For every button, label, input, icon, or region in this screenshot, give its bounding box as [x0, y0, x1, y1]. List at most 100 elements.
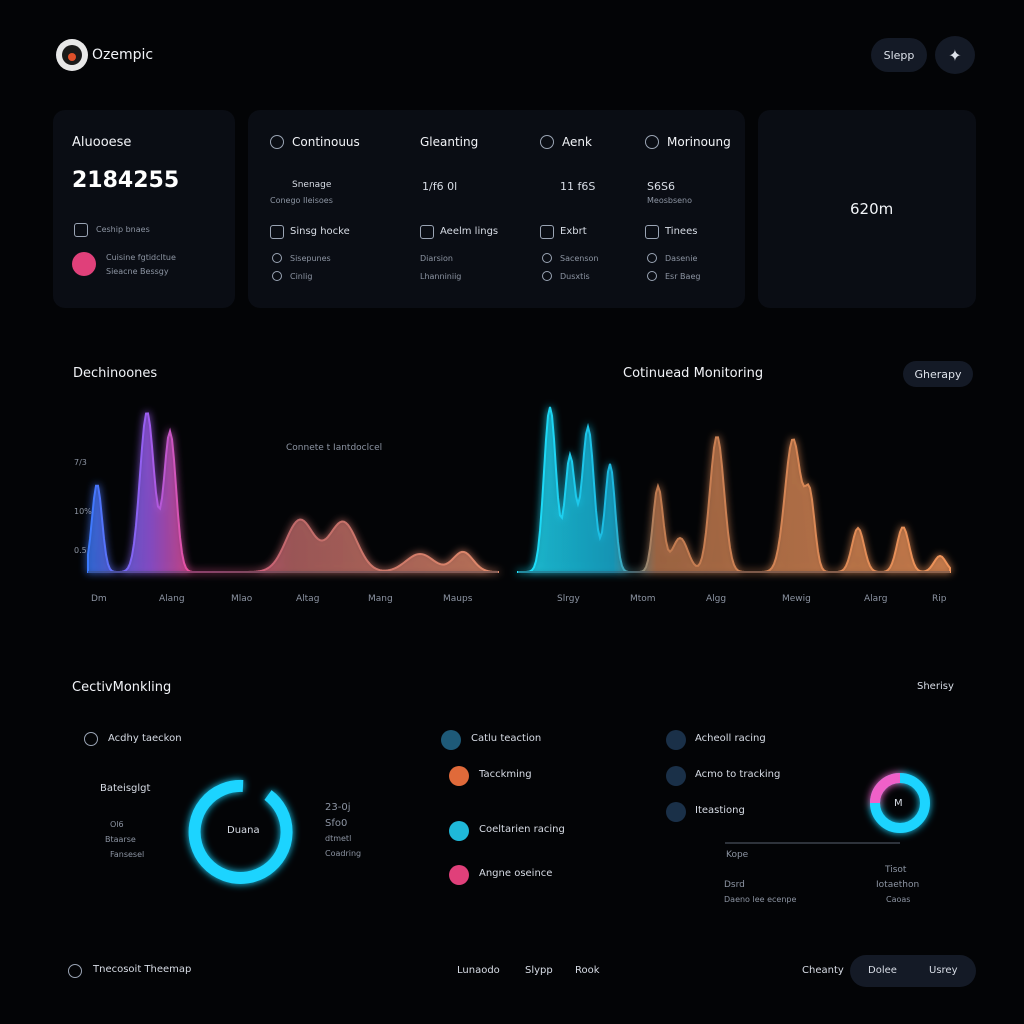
- footer-link[interactable]: Cheanty: [802, 965, 844, 976]
- x-label: Slrgy: [557, 594, 580, 604]
- footer-link[interactable]: Lunaodo: [457, 965, 500, 976]
- activity-stat: Ol6: [110, 820, 124, 829]
- tracking-item: Acheoll racing: [695, 733, 766, 744]
- summary-item: Cuisine fgtidcltue: [106, 253, 176, 262]
- footer-pill: [850, 955, 976, 987]
- x-label: Altag: [296, 594, 320, 604]
- icon: [272, 271, 282, 281]
- activity-stat: dtmetl: [325, 834, 352, 843]
- activity-title: CectivMonkling: [72, 680, 172, 695]
- icon: [441, 730, 461, 750]
- gauge-card: [758, 110, 976, 308]
- wave-left: [87, 412, 499, 573]
- summary-item: Ceship bnaes: [96, 225, 150, 234]
- icon: [270, 135, 284, 149]
- icon: [74, 223, 88, 237]
- icon: [666, 802, 686, 822]
- y-label: 0.5: [74, 546, 87, 555]
- x-label: Maups: [443, 594, 473, 604]
- tracking-item: Acmo to tracking: [695, 769, 781, 780]
- icon: [270, 225, 284, 239]
- icon: [542, 271, 552, 281]
- footer-link[interactable]: Usrey: [929, 965, 958, 976]
- activity-stat: Coadring: [325, 849, 362, 858]
- tracking-item: Catlu teaction: [471, 733, 542, 744]
- metric-sub: Esr Baeg: [665, 272, 701, 281]
- summary-value: 2184255: [72, 168, 180, 193]
- metrics-card: [248, 110, 745, 308]
- icon: [542, 253, 552, 263]
- brand: Ozempic: [92, 47, 154, 63]
- metric-value: 11 f6S: [560, 180, 596, 193]
- metric-row: Sinsg hocke: [290, 226, 350, 237]
- x-label: Mewig: [782, 594, 811, 604]
- tracking-item: Iteastiong: [695, 805, 745, 816]
- activity-stat: Daeno lee ecenpe: [724, 895, 797, 904]
- activity-stat: Sfo0: [325, 818, 348, 829]
- summary-item: Sieacne Bessgy: [106, 267, 169, 276]
- icon: [272, 253, 282, 263]
- x-label: Mang: [368, 594, 393, 604]
- tracking-item: Tacckming: [479, 769, 532, 780]
- x-label: Algg: [706, 594, 727, 604]
- icon: [84, 732, 98, 746]
- activity-stat: Iotaethon: [876, 880, 920, 890]
- icon: [540, 225, 554, 239]
- chart-title: Dechinoones: [73, 366, 158, 381]
- activity-stat: Kope: [726, 850, 749, 860]
- icon: [645, 135, 659, 149]
- x-label: Dm: [91, 594, 107, 604]
- x-label: Alang: [159, 594, 185, 604]
- metric-sub: Cinlig: [290, 272, 313, 281]
- tracking-item: Angne oseince: [479, 868, 553, 879]
- metric-sub: Meosbseno: [647, 196, 693, 205]
- icon: [666, 766, 686, 786]
- footer-link[interactable]: Rook: [575, 965, 600, 976]
- metric-title: Continouus: [292, 135, 360, 149]
- activity-stat: Btaarse: [105, 835, 136, 844]
- metric-row: Tinees: [665, 226, 698, 237]
- chart-button[interactable]: Gherapy: [903, 361, 973, 387]
- icon: [647, 271, 657, 281]
- activity-link[interactable]: Sherisy: [917, 681, 954, 692]
- activity-stat: Tisot: [885, 865, 907, 875]
- metric-value: 1/f6 0l: [422, 180, 458, 193]
- activity-stat: 23-0j: [325, 802, 351, 813]
- icon: [540, 135, 554, 149]
- metric-row: Aeelm lings: [440, 226, 499, 237]
- metric-title: Morinoung: [667, 135, 731, 149]
- icon: [68, 964, 82, 978]
- footer-link[interactable]: Slypp: [525, 965, 553, 976]
- wave-right: [517, 406, 951, 573]
- x-label: Rip: [932, 594, 947, 604]
- y-label: 10%: [74, 507, 92, 516]
- ring-label: Duana: [227, 825, 260, 836]
- icon: [666, 730, 686, 750]
- activity-stat: Fansesel: [110, 850, 145, 859]
- metric-title: Gleanting: [420, 135, 479, 149]
- metric-sub: Sisepunes: [290, 254, 331, 263]
- icon: [72, 252, 96, 276]
- activity-heading: Acdhy taeckon: [108, 733, 182, 744]
- footer-title: Tnecosoit Theemap: [93, 964, 192, 975]
- header-button[interactable]: Slepp: [871, 38, 927, 72]
- icon: [449, 865, 469, 885]
- tracking-item: Coeltarien racing: [479, 824, 565, 835]
- metric-sub: Sacenson: [560, 254, 599, 263]
- activity-stat: Dsrd: [724, 880, 745, 890]
- header-icon[interactable]: ✦: [935, 36, 975, 74]
- y-label: 7/3: [74, 458, 87, 467]
- activity-subheading: Bateisglgt: [100, 783, 151, 794]
- chart-annotation: Connete t Iantdoclcel: [286, 443, 383, 453]
- x-label: Alarg: [864, 594, 888, 604]
- logo: [56, 39, 88, 71]
- footer-link[interactable]: Dolee: [868, 965, 897, 976]
- metric-sub: Dusxtis: [560, 272, 590, 281]
- activity-ring: [188, 779, 293, 884]
- donut: [870, 773, 930, 833]
- metric-value: S6S6: [647, 180, 675, 193]
- metric-sub: Lhanniniig: [420, 272, 462, 281]
- icon: [449, 766, 469, 786]
- metric-sub: Diarsion: [420, 254, 453, 263]
